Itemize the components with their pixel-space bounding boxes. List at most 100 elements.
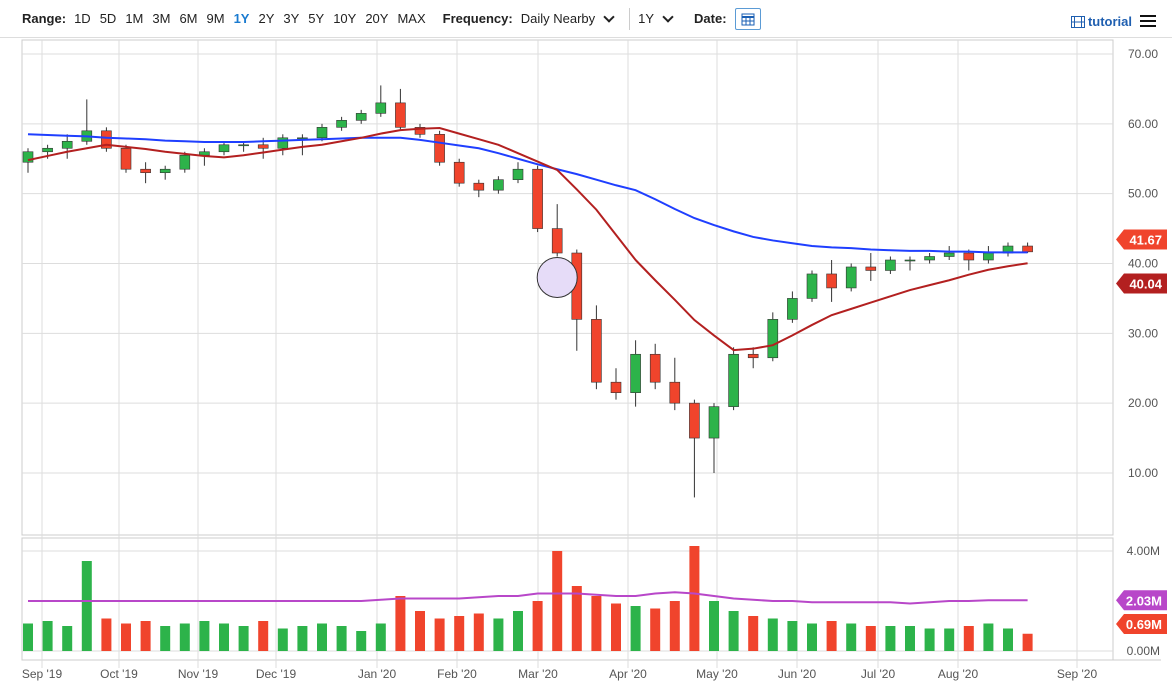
tutorial-label: tutorial: [1087, 14, 1132, 29]
period-dropdown[interactable]: 1Y: [638, 10, 684, 26]
volume-bar: [454, 616, 465, 651]
volume-bar: [101, 618, 112, 651]
candle-body: [806, 273, 818, 299]
event-marker: [536, 256, 578, 298]
candle-body: [865, 266, 877, 271]
candle-body: [297, 137, 308, 140]
x-tick-label: May '20: [696, 667, 738, 681]
calendar-button[interactable]: [734, 7, 761, 30]
range-3y[interactable]: 3Y: [283, 11, 300, 26]
volume-bar: [199, 621, 210, 651]
range-5d[interactable]: 5D: [99, 11, 117, 26]
candle-body: [728, 353, 739, 407]
volume-bar: [395, 596, 406, 651]
range-1m[interactable]: 1M: [125, 11, 144, 26]
volume-bar: [42, 621, 53, 651]
range-max[interactable]: MAX: [397, 11, 426, 26]
frequency-value: Daily Nearby: [520, 11, 596, 26]
volume-bar: [571, 586, 582, 651]
volume-bar: [924, 628, 935, 651]
volume-bar: [179, 623, 190, 651]
frequency-dropdown[interactable]: Daily Nearby: [520, 10, 625, 26]
candle-body: [512, 168, 524, 180]
x-tick-label: Feb '20: [437, 667, 477, 681]
candle-body: [669, 381, 681, 404]
volume-bar: [767, 618, 778, 651]
tutorial-link[interactable]: tutorial: [1070, 14, 1132, 29]
period-value: 1Y: [638, 11, 655, 26]
candle-body: [551, 228, 563, 254]
last-price-badge: 41.67: [1116, 229, 1167, 250]
range-3m[interactable]: 3M: [152, 11, 171, 26]
volume-bar: [983, 623, 994, 651]
x-tick-label: Jun '20: [778, 667, 817, 681]
candle-body: [375, 102, 387, 114]
volume-bar: [611, 603, 621, 651]
candle-body: [963, 252, 975, 261]
volume-bar: [297, 626, 308, 651]
y-tick-label: 40.00: [1128, 256, 1158, 270]
volume-bar: [669, 601, 680, 651]
volume-bar: [23, 623, 33, 651]
ma-red-line: [27, 127, 1028, 352]
volume-bar: [728, 611, 739, 651]
candle-body: [904, 259, 916, 262]
candle-body: [473, 182, 485, 191]
volume-bar: [62, 626, 73, 651]
badge-shape: [1116, 590, 1167, 611]
candle-body: [885, 259, 896, 271]
volume-bar: [121, 623, 131, 651]
volume-bar: [591, 596, 602, 651]
range-buttons: 1D 5D 1M 3M 6M 9M 1Y 2Y 3Y 5Y 10Y 20Y MAX: [74, 11, 435, 26]
candle-body: [257, 144, 269, 149]
volume-bar: [513, 611, 523, 651]
volume-bar: [336, 626, 347, 651]
candle-body: [238, 144, 249, 147]
volume-ma-badge: 2.03M: [1116, 590, 1167, 611]
range-1d[interactable]: 1D: [74, 11, 91, 26]
candle-body: [983, 252, 994, 261]
x-tick-label: Nov '19: [178, 667, 219, 681]
badge-label: 40.04: [1129, 276, 1162, 291]
volume-bar: [1022, 633, 1033, 651]
candle-body: [140, 168, 151, 174]
volume-bar: [1003, 628, 1013, 651]
volume-bar: [689, 546, 700, 651]
range-9m[interactable]: 9M: [206, 11, 225, 26]
y-tick-label: 30.00: [1128, 326, 1158, 340]
calendar-icon: [741, 13, 755, 25]
volume-bar: [826, 621, 837, 651]
volume-bar: [415, 611, 425, 651]
ma-red-badge: 40.04: [1116, 273, 1167, 294]
range-1y[interactable]: 1Y: [233, 11, 250, 26]
volume-bar: [375, 623, 386, 651]
volume-bar: [630, 606, 641, 651]
volume-bar: [434, 618, 445, 651]
candle-body: [42, 147, 53, 153]
y-tick-label: 50.00: [1128, 187, 1158, 201]
range-5y[interactable]: 5Y: [308, 11, 325, 26]
candle-body: [395, 102, 406, 128]
x-tick-label: Jan '20: [358, 667, 397, 681]
range-20y[interactable]: 20Y: [365, 11, 389, 26]
volume-bar: [748, 616, 759, 651]
date-label: Date:: [694, 11, 727, 26]
divider: [629, 7, 631, 30]
candle-body: [218, 144, 230, 153]
candle-body: [767, 319, 779, 359]
hamburger-menu-icon[interactable]: [1140, 15, 1156, 30]
ma-blue-line: [27, 133, 1028, 254]
badge-label: 2.03M: [1126, 593, 1162, 608]
candle-body: [845, 266, 857, 289]
x-tick-label: Sep '19: [22, 667, 63, 681]
candle-body: [1022, 245, 1033, 253]
range-6m[interactable]: 6M: [179, 11, 198, 26]
y-tick-label: 10.00: [1128, 466, 1158, 480]
range-10y[interactable]: 10Y: [333, 11, 357, 26]
frequency-label: Frequency:: [442, 11, 513, 26]
range-2y[interactable]: 2Y: [258, 11, 275, 26]
volume-bar: [944, 628, 955, 651]
volume-bar: [473, 613, 484, 651]
price-panel: [21, 39, 1114, 536]
